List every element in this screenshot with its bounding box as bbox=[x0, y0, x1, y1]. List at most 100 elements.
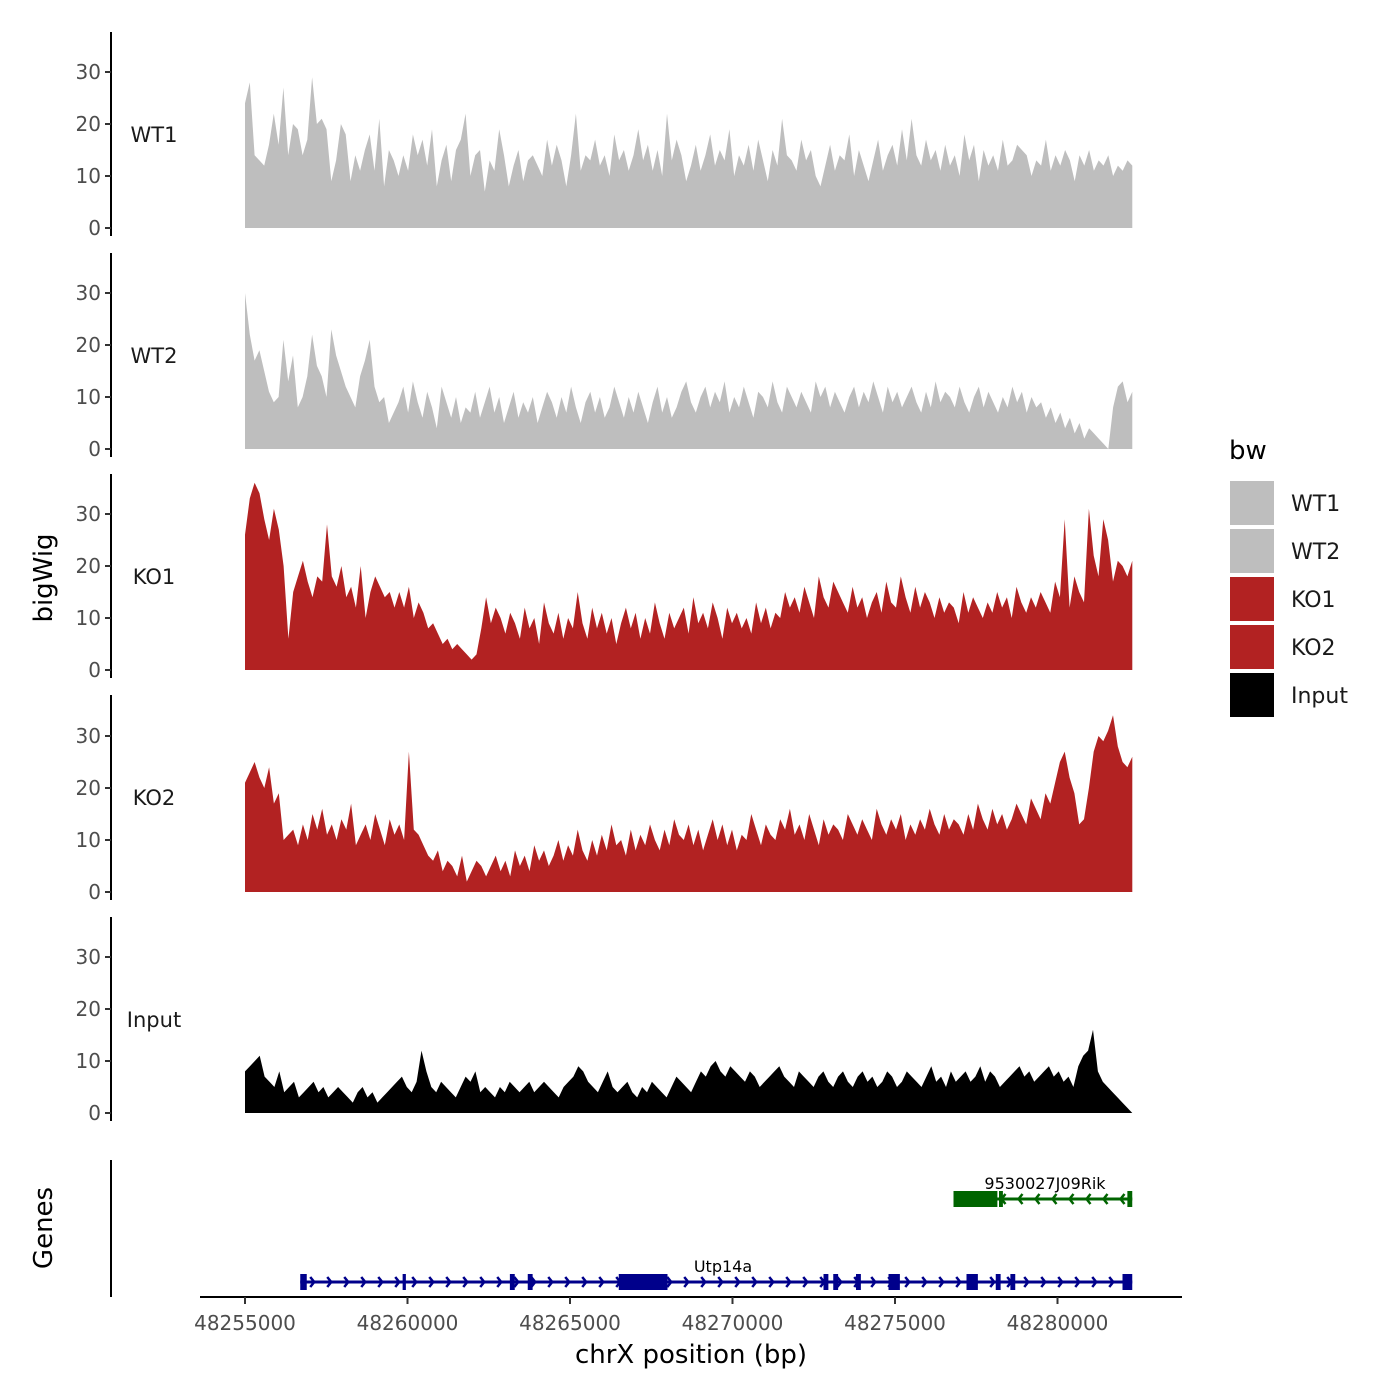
track-label-ko2: KO2 bbox=[133, 786, 176, 810]
strand-arrow bbox=[904, 1276, 911, 1288]
strand-arrow bbox=[309, 1276, 316, 1288]
y-tick-label: 20 bbox=[76, 997, 101, 1021]
strand-arrow bbox=[1084, 1193, 1092, 1205]
track-ko1: 0 10 20 30 KO1 bbox=[76, 474, 1133, 682]
strand-arrow bbox=[1118, 1193, 1126, 1205]
strand-arrow bbox=[1023, 1276, 1030, 1288]
strand-arrow bbox=[802, 1276, 809, 1288]
exon bbox=[823, 1274, 829, 1290]
strand-arrow bbox=[1050, 1193, 1058, 1205]
x-axis-title: chrX position (bp) bbox=[575, 1340, 807, 1370]
y-tick-label: 20 bbox=[76, 112, 101, 136]
strand-arrow bbox=[343, 1276, 350, 1288]
legend-swatch-input bbox=[1228, 671, 1276, 719]
strand-arrow bbox=[462, 1276, 469, 1288]
coverage-tracks: 0 10 20 30 WT1 0 10 20 30 WT2 0 10 20 30 KO1 0 10 20 30 KO2… bbox=[76, 32, 1133, 1125]
strand-arrow bbox=[360, 1276, 367, 1288]
strand-arrow bbox=[513, 1276, 520, 1288]
strand-arrow bbox=[785, 1276, 792, 1288]
strand-arrow bbox=[921, 1276, 928, 1288]
coverage-area-wt1 bbox=[245, 77, 1133, 228]
strand-arrow bbox=[666, 1276, 673, 1288]
y-tick-label: 0 bbox=[88, 658, 101, 682]
strand-arrow bbox=[411, 1276, 418, 1288]
strand-arrow bbox=[734, 1276, 741, 1288]
strand-arrow bbox=[547, 1276, 554, 1288]
y-tick-label: 10 bbox=[76, 1049, 101, 1073]
exon bbox=[953, 1191, 998, 1207]
x-tick-label: 48275000 bbox=[844, 1311, 946, 1335]
legend-label-ko2: KO2 bbox=[1291, 636, 1336, 661]
y-tick-label: 30 bbox=[76, 945, 101, 969]
strand-arrow bbox=[496, 1276, 503, 1288]
exon bbox=[966, 1274, 978, 1290]
y-tick-label: 30 bbox=[76, 60, 101, 84]
exon bbox=[995, 1274, 1001, 1290]
strand-arrow bbox=[1057, 1276, 1064, 1288]
track-label-wt2: WT2 bbox=[131, 344, 178, 368]
strand-arrow bbox=[377, 1276, 384, 1288]
strand-arrow bbox=[598, 1276, 605, 1288]
y-tick-label: 30 bbox=[76, 724, 101, 748]
y-tick-label: 0 bbox=[88, 880, 101, 904]
exon bbox=[888, 1274, 900, 1290]
strand-arrow bbox=[1074, 1276, 1081, 1288]
x-tick-label: 48255000 bbox=[194, 1311, 296, 1335]
y-tick-label: 10 bbox=[76, 164, 101, 188]
gene-9530027j09rik: 9530027J09Rik bbox=[953, 1174, 1133, 1207]
y-tick-label: 20 bbox=[76, 776, 101, 800]
strand-arrow bbox=[1016, 1193, 1024, 1205]
y-axis-title-group: bigWig bbox=[29, 533, 59, 622]
strand-arrow bbox=[836, 1276, 843, 1288]
legend-swatch-ko1 bbox=[1228, 575, 1276, 623]
x-tick-label: 48270000 bbox=[682, 1311, 784, 1335]
track-wt1: 0 10 20 30 WT1 bbox=[76, 32, 1133, 240]
strand-arrow bbox=[1040, 1276, 1047, 1288]
track-input: 0 10 20 30 Input bbox=[76, 917, 1133, 1125]
track-label-ko1: KO1 bbox=[133, 565, 176, 589]
x-tick-label: 48260000 bbox=[357, 1311, 459, 1335]
y-tick-label: 10 bbox=[76, 385, 101, 409]
gene-name-label: 9530027J09Rik bbox=[984, 1174, 1106, 1193]
strand-arrow bbox=[445, 1276, 452, 1288]
strand-arrow bbox=[938, 1276, 945, 1288]
legend-label-wt2: WT2 bbox=[1291, 540, 1340, 565]
x-axis: 48255000 48260000 48265000 48270000 48275000… bbox=[194, 1296, 1182, 1370]
strand-arrow bbox=[1091, 1276, 1098, 1288]
coverage-area-ko1 bbox=[245, 482, 1133, 670]
legend-swatch-ko2 bbox=[1228, 623, 1276, 671]
legend-title: bw bbox=[1229, 436, 1267, 466]
x-tick-label: 48265000 bbox=[519, 1311, 621, 1335]
strand-arrow bbox=[1108, 1276, 1115, 1288]
strand-arrow bbox=[955, 1276, 962, 1288]
y-tick-label: 30 bbox=[76, 502, 101, 526]
strand-arrow bbox=[870, 1276, 877, 1288]
strand-arrow bbox=[326, 1276, 333, 1288]
gene-panel: Genes 9530027J09Rik Utp14a bbox=[29, 1160, 1133, 1297]
exon bbox=[402, 1274, 406, 1290]
y-tick-label: 0 bbox=[88, 1101, 101, 1125]
exon bbox=[999, 1191, 1003, 1207]
y-tick-label: 20 bbox=[76, 333, 101, 357]
gene-models: 9530027J09Rik Utp14a bbox=[300, 1174, 1133, 1290]
strand-arrow bbox=[1067, 1193, 1075, 1205]
y-tick-label: 0 bbox=[88, 216, 101, 240]
x-tick-label: 48280000 bbox=[1007, 1311, 1109, 1335]
exon bbox=[1010, 1274, 1016, 1290]
track-wt2: 0 10 20 30 WT2 bbox=[76, 253, 1133, 461]
y-tick-label: 20 bbox=[76, 554, 101, 578]
track-label-input: Input bbox=[127, 1008, 181, 1032]
strand-arrow bbox=[394, 1276, 401, 1288]
y-tick-label: 30 bbox=[76, 281, 101, 305]
strand-arrow bbox=[683, 1276, 690, 1288]
strand-arrow bbox=[479, 1276, 486, 1288]
coverage-area-ko2 bbox=[245, 715, 1133, 892]
strand-arrow bbox=[700, 1276, 707, 1288]
exon bbox=[833, 1274, 839, 1290]
exon bbox=[527, 1274, 533, 1290]
strand-arrow bbox=[768, 1276, 775, 1288]
strand-arrow bbox=[1101, 1193, 1109, 1205]
gene-utp14a: Utp14a bbox=[300, 1257, 1133, 1290]
track-label-wt1: WT1 bbox=[131, 123, 178, 147]
